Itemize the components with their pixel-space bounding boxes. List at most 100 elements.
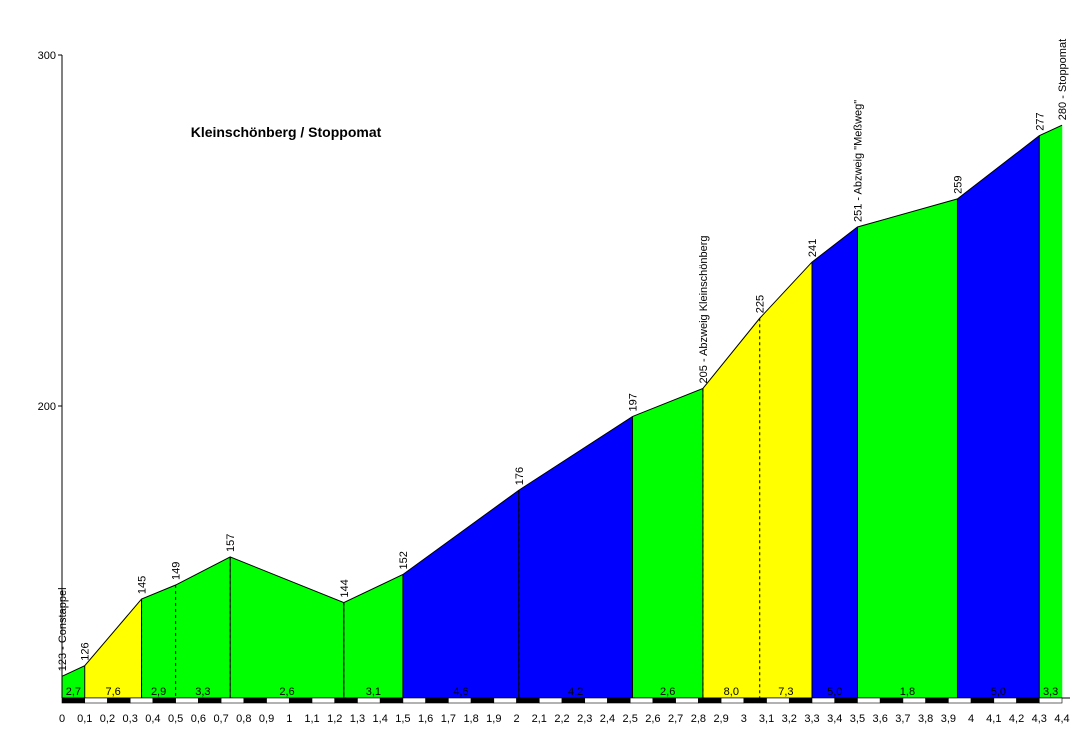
gradient-label: 2,9 xyxy=(151,686,166,698)
km-scale-block xyxy=(379,697,404,704)
km-scale-block xyxy=(516,697,540,704)
km-scale-block xyxy=(902,697,926,704)
km-scale-block xyxy=(788,697,813,704)
x-tick-label: 4,3 xyxy=(1032,713,1047,725)
km-scale-block xyxy=(970,697,995,704)
km-scale-block xyxy=(925,697,949,704)
gradient-label: 4,2 xyxy=(568,686,583,698)
x-tick-label: 0,5 xyxy=(168,713,183,725)
km-scale-block xyxy=(993,697,1017,704)
x-tick-label: 3,5 xyxy=(850,713,865,725)
x-tick-label: 0,1 xyxy=(77,713,92,725)
elevation-point-label: 126 xyxy=(80,642,92,660)
section-marker-layer xyxy=(84,135,1040,698)
km-scale-block xyxy=(175,697,199,704)
x-tick-label: 1,5 xyxy=(395,713,410,725)
gradient-label: 1,8 xyxy=(900,686,915,698)
km-scale-block xyxy=(629,697,654,704)
profile-segment-12 xyxy=(957,135,1040,699)
gradient-label: 4,6 xyxy=(453,686,468,698)
profile-segment-9 xyxy=(702,261,813,699)
x-tick-label: 0,6 xyxy=(191,713,206,725)
gradient-label: 8,0 xyxy=(724,686,739,698)
km-scale-block xyxy=(584,697,608,704)
gradient-label: 2,6 xyxy=(660,686,675,698)
gradient-label: 7,3 xyxy=(778,686,793,698)
km-scale-block xyxy=(698,697,722,704)
km-scale-block xyxy=(311,697,336,704)
km-scale-block xyxy=(948,697,972,704)
x-tick-label: 4,4 xyxy=(1054,713,1069,725)
km-scale-block xyxy=(448,697,472,704)
point-label-layer: 123 - Constappel 126 145 149 157 144 152 176 197… xyxy=(57,39,1069,671)
gradient-label: 5,0 xyxy=(827,686,842,698)
axes-layer: 200 300 0 0,1 0,2 0,3 0,4 0,5 0,6 0,7 0,8 0,9 1 1,1 1,… xyxy=(38,50,1070,725)
km-scale-block xyxy=(834,697,858,704)
x-tick-label: 4,1 xyxy=(986,713,1001,725)
gradient-label: 5,0 xyxy=(991,686,1006,698)
x-tick-label: 0,8 xyxy=(236,713,251,725)
x-tick-label: 0,3 xyxy=(123,713,138,725)
km-scale-block xyxy=(220,697,245,704)
km-scale-block xyxy=(857,697,881,704)
x-tick-label: 2,8 xyxy=(691,713,706,725)
km-scale-block xyxy=(1038,697,1063,704)
elevation-point-label: 145 xyxy=(137,576,149,594)
x-tick-label: 2 xyxy=(513,713,519,725)
elevation-point-label: 251 - Abzweig "Meßweg" xyxy=(852,100,864,222)
x-tick-label: 2,5 xyxy=(623,713,638,725)
km-scale-block xyxy=(538,697,563,704)
y-tick-label: 300 xyxy=(38,50,56,62)
elevation-point-label: 152 xyxy=(398,551,410,569)
x-tick-label: 2,2 xyxy=(554,713,569,725)
gradient-label: 7,6 xyxy=(105,686,120,698)
x-tick-label: 3,7 xyxy=(895,713,910,725)
km-scale-block xyxy=(84,697,108,704)
profile-segment-13 xyxy=(1039,124,1063,699)
profile-outline-layer xyxy=(61,124,1063,677)
km-scale-block xyxy=(652,697,676,704)
chart-title: Kleinschönberg / Stoppomat xyxy=(191,124,382,140)
x-tick-label: 3,8 xyxy=(918,713,933,725)
x-tick-label: 1,4 xyxy=(373,713,388,725)
gradient-label-layer: 2,7 7,6 2,9 3,3 2,6 3,1 4,6 4,2 2,6 8,0 7,3 5,0 1,8 5… xyxy=(66,686,1059,698)
x-tick-label: 1,3 xyxy=(350,713,365,725)
km-scale-block xyxy=(198,697,222,704)
gradient-label: 2,7 xyxy=(66,686,81,698)
elevation-point-label: 144 xyxy=(339,579,351,597)
km-scale-block xyxy=(1016,697,1040,704)
km-scale-block xyxy=(288,697,313,704)
elevation-point-label: 149 xyxy=(171,562,183,580)
elevation-point-label: 277 xyxy=(1034,112,1046,130)
km-scale-block xyxy=(561,697,586,704)
profile-segment-7 xyxy=(518,416,633,699)
x-tick-label: 3,1 xyxy=(759,713,774,725)
km-scale-block xyxy=(470,697,495,704)
profile-fill-layer xyxy=(61,124,1063,699)
x-tick-label: 2,7 xyxy=(668,713,683,725)
profile-outline xyxy=(61,124,1063,677)
profile-segment-5 xyxy=(343,574,404,699)
x-tick-label: 3,9 xyxy=(941,713,956,725)
profile-segment-4 xyxy=(229,556,345,699)
km-scale-block xyxy=(811,697,836,704)
x-tick-label: 0 xyxy=(59,713,65,725)
km-scale-block xyxy=(357,697,381,704)
km-scale-block xyxy=(720,697,745,704)
km-scale-block xyxy=(493,697,517,704)
elevation-point-label: 176 xyxy=(514,467,526,485)
gradient-label: 3,3 xyxy=(1043,686,1058,698)
x-tick-label: 2,9 xyxy=(713,713,728,725)
km-scale-block xyxy=(129,697,154,704)
km-scale-block xyxy=(402,697,426,704)
km-scale-block xyxy=(61,697,86,704)
x-tick-label: 1,9 xyxy=(486,713,501,725)
km-scale-block xyxy=(766,697,790,704)
x-tick-label: 1,8 xyxy=(463,713,478,725)
profile-segment-10 xyxy=(811,226,858,699)
km-scale-block xyxy=(107,697,131,704)
x-tick-label: 0,7 xyxy=(213,713,228,725)
x-tick-label: 4 xyxy=(968,713,974,725)
gradient-label: 2,6 xyxy=(279,686,294,698)
x-tick-label: 3,2 xyxy=(782,713,797,725)
